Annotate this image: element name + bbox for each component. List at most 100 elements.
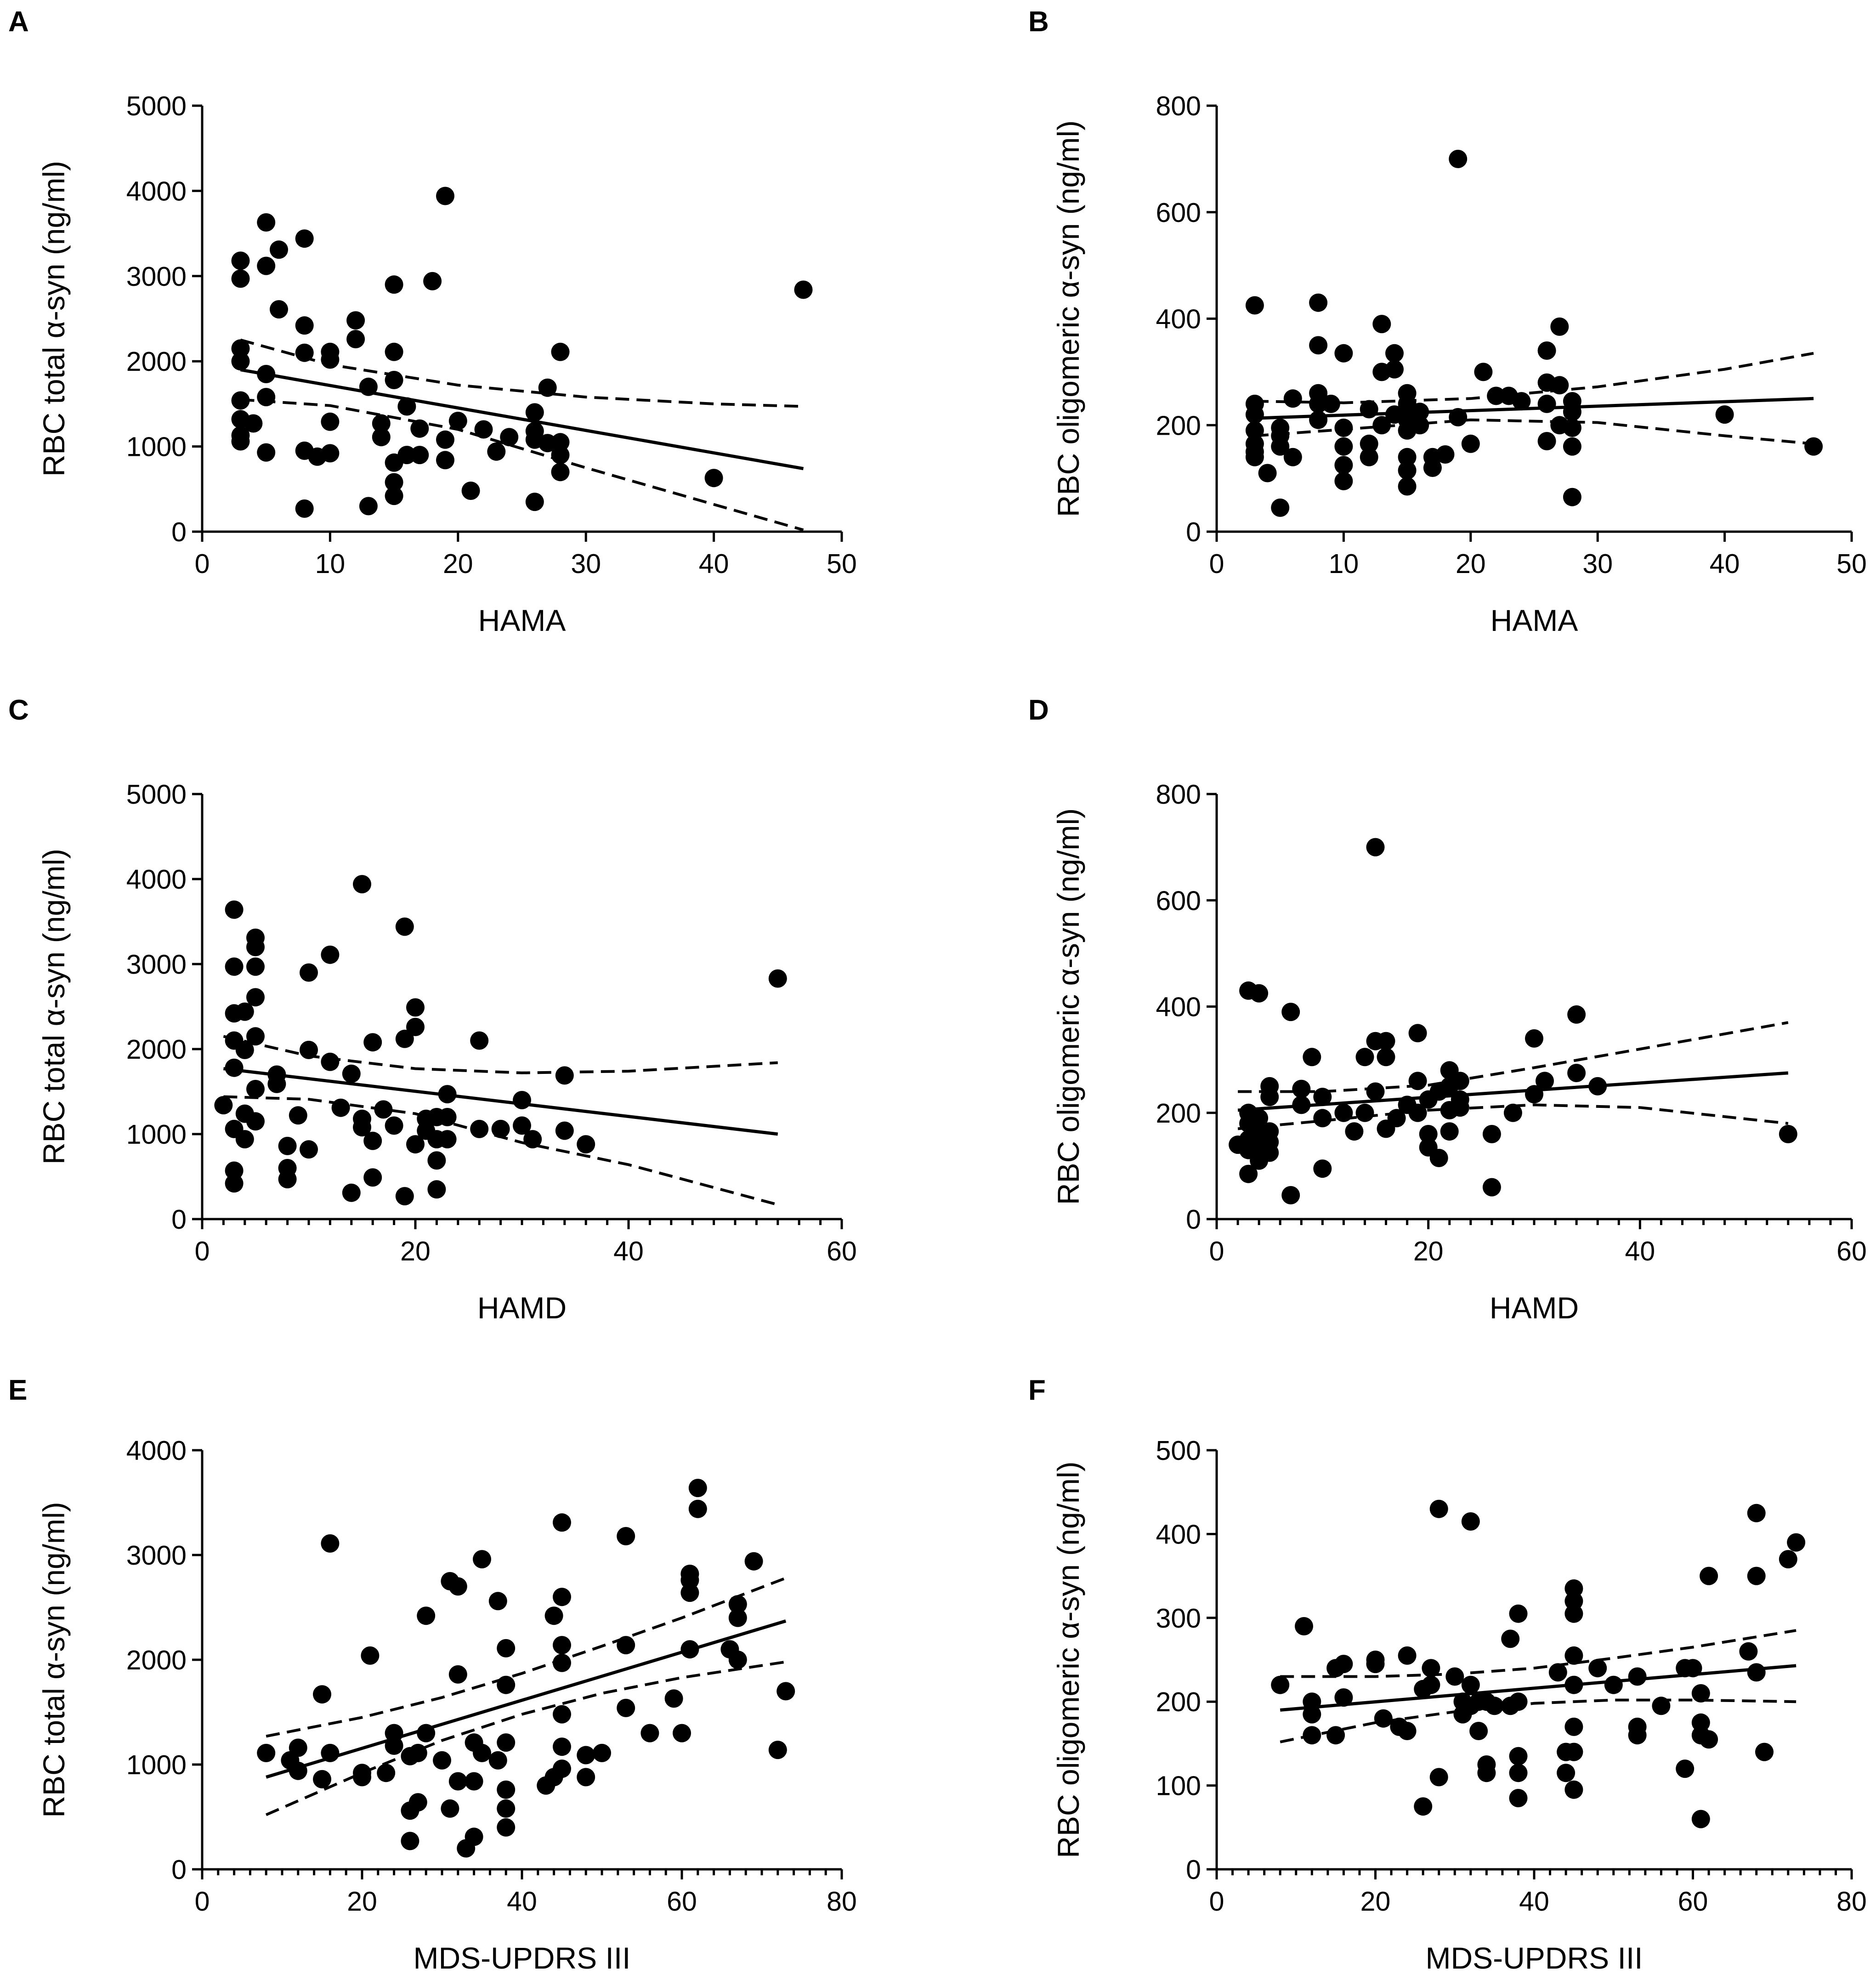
data-point bbox=[513, 1116, 531, 1135]
data-point bbox=[401, 1832, 419, 1850]
data-point bbox=[1700, 1730, 1718, 1749]
data-point bbox=[1281, 1003, 1300, 1022]
data-point bbox=[289, 1106, 307, 1125]
data-point bbox=[1387, 1109, 1406, 1128]
data-point bbox=[359, 497, 378, 516]
data-point bbox=[436, 187, 454, 205]
data-point bbox=[408, 1793, 427, 1812]
data-point bbox=[270, 300, 288, 319]
data-point bbox=[321, 444, 340, 463]
data-point bbox=[410, 419, 429, 438]
data-point bbox=[553, 1737, 571, 1756]
data-point bbox=[225, 957, 244, 976]
data-point bbox=[1334, 456, 1353, 475]
data-point bbox=[1408, 1024, 1427, 1043]
x-tick-label: 20 bbox=[443, 549, 473, 579]
data-point bbox=[1309, 410, 1328, 429]
data-point bbox=[1309, 293, 1328, 312]
y-tick-label: 3000 bbox=[126, 949, 187, 980]
ci-upper-line bbox=[266, 1577, 787, 1738]
data-point bbox=[1360, 448, 1378, 466]
data-point bbox=[1461, 434, 1480, 453]
data-point bbox=[1419, 1125, 1438, 1143]
data-point bbox=[1292, 1095, 1311, 1114]
panel-a: A 0 1000 2000 3000 4000 5000 0 10 20 30 40 50 HAMA RBC… bbox=[8, 6, 857, 637]
data-point bbox=[1676, 1759, 1695, 1778]
data-point bbox=[385, 1724, 403, 1742]
data-point bbox=[1449, 408, 1468, 426]
x-tick-label: 0 bbox=[195, 549, 210, 579]
data-point bbox=[1377, 1032, 1395, 1050]
data-point bbox=[1509, 1604, 1528, 1623]
data-point bbox=[553, 1705, 571, 1724]
data-point bbox=[1755, 1742, 1774, 1761]
data-point bbox=[395, 1187, 414, 1206]
data-point bbox=[433, 1751, 451, 1770]
x-tick-label: 60 bbox=[667, 1886, 697, 1917]
y-tick-label: 2000 bbox=[126, 1034, 187, 1065]
ci-lower-line bbox=[1280, 1698, 1797, 1743]
data-point bbox=[1303, 1726, 1321, 1745]
data-point bbox=[1326, 1726, 1345, 1745]
x-axis-title: MDS-UPDRS III bbox=[1425, 1941, 1643, 1975]
y-tick-label: 4000 bbox=[126, 1436, 187, 1466]
y-axis-title: RBC total α-syn (ng/ml) bbox=[37, 1502, 71, 1817]
data-point bbox=[704, 469, 723, 488]
data-point bbox=[321, 412, 340, 431]
x-tick-label: 20 bbox=[400, 1236, 431, 1266]
data-point bbox=[410, 446, 429, 465]
data-point bbox=[555, 1066, 574, 1085]
data-point bbox=[1271, 1675, 1290, 1694]
data-point bbox=[1313, 1159, 1332, 1178]
data-point bbox=[513, 1091, 531, 1109]
data-point bbox=[1550, 317, 1569, 336]
data-point bbox=[231, 269, 250, 288]
data-point bbox=[235, 1040, 254, 1059]
data-point bbox=[553, 1636, 571, 1655]
y-tick-label: 0 bbox=[1186, 1855, 1201, 1885]
data-point bbox=[465, 1827, 483, 1846]
data-point bbox=[1474, 363, 1493, 381]
data-point bbox=[1747, 1566, 1766, 1585]
panel-f: F 0 100 200 300 400 500 0 20 40 60 80 MDS-UPDRS III R… bbox=[1028, 1374, 1867, 1975]
data-point bbox=[1250, 1109, 1269, 1128]
panel-letter: E bbox=[8, 1374, 27, 1406]
data-point bbox=[448, 1665, 467, 1684]
panel-letter: F bbox=[1028, 1374, 1046, 1406]
data-point bbox=[473, 1743, 491, 1762]
data-point bbox=[1309, 336, 1328, 355]
data-point bbox=[1292, 1079, 1311, 1098]
data-point bbox=[1295, 1617, 1313, 1635]
data-point bbox=[231, 352, 250, 371]
data-point bbox=[577, 1768, 595, 1787]
data-point bbox=[1303, 1705, 1321, 1724]
x-tick-label: 40 bbox=[1710, 549, 1740, 579]
data-point bbox=[488, 1751, 507, 1770]
data-point bbox=[295, 499, 314, 518]
data-point bbox=[246, 938, 265, 956]
x-tick-label: 0 bbox=[195, 1886, 210, 1917]
data-point bbox=[1313, 1088, 1332, 1107]
data-point bbox=[406, 1135, 425, 1154]
data-point bbox=[346, 330, 365, 348]
data-point bbox=[1691, 1684, 1710, 1703]
data-point bbox=[246, 957, 265, 976]
x-tick-label: 30 bbox=[1582, 549, 1613, 579]
data-point bbox=[1334, 344, 1353, 363]
data-point bbox=[1567, 1005, 1586, 1024]
data-point bbox=[1567, 1064, 1586, 1082]
y-tick-label: 2000 bbox=[126, 346, 187, 377]
data-point bbox=[680, 1571, 699, 1589]
data-point bbox=[1303, 1692, 1321, 1711]
data-point bbox=[408, 1743, 427, 1762]
x-tick-label: 0 bbox=[1209, 1886, 1224, 1917]
data-point bbox=[500, 428, 519, 447]
data-point bbox=[1271, 437, 1290, 456]
data-point bbox=[1334, 437, 1353, 456]
y-axis-title: RBC oligomeric α-syn (ng/ml) bbox=[1051, 1461, 1085, 1858]
data-point bbox=[246, 1112, 265, 1131]
data-point bbox=[1385, 360, 1404, 379]
data-point bbox=[1501, 1629, 1520, 1648]
x-tick-label: 0 bbox=[195, 1236, 210, 1266]
